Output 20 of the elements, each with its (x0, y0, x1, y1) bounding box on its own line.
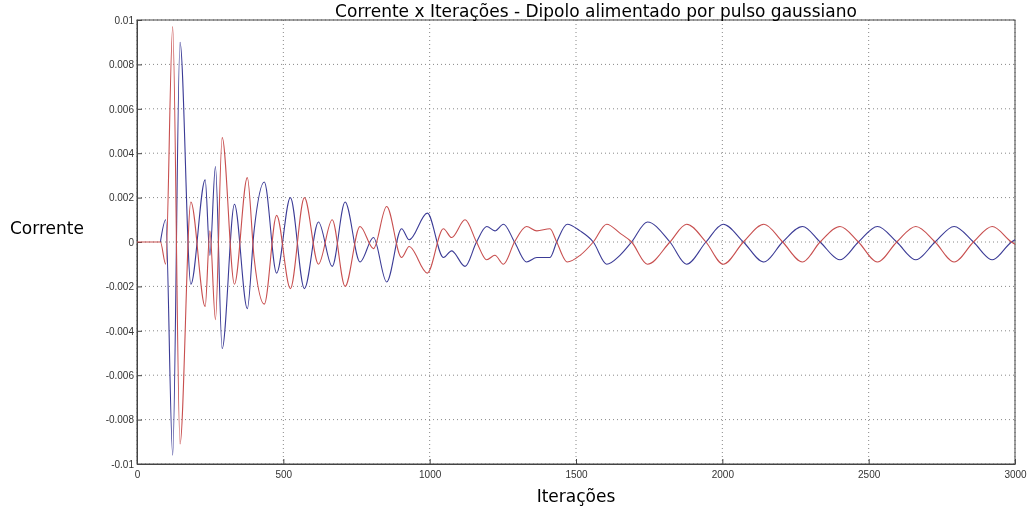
x-axis-title: Iterações (536, 486, 616, 506)
y-tick-label: 0.008 (108, 59, 135, 71)
y-tick-label: 0.006 (108, 103, 135, 115)
x-tick-label: 1500 (565, 469, 589, 480)
x-tick-label: 1000 (419, 469, 442, 480)
y-tick-label: -0.002 (105, 281, 135, 293)
x-tick-label: 500 (275, 469, 293, 480)
y-tick-label: 0.004 (108, 147, 135, 159)
y-tick-label: -0.004 (105, 325, 135, 337)
x-tick-label: 2000 (711, 469, 735, 480)
x-tick-label: 3000 (1004, 469, 1027, 480)
y-tick-label: 0.01 (114, 14, 135, 26)
chart-title: Corrente x Iterações - Dipolo alimentado por pulso gaussiano (335, 1, 857, 21)
y-tick-label: -0.006 (105, 369, 135, 381)
y-tick-label: 0.002 (108, 192, 135, 204)
x-tick-label: 2500 (858, 469, 881, 480)
y-tick-label: 0 (128, 236, 135, 248)
y-tick-label: -0.008 (105, 414, 135, 426)
y-tick-label: -0.01 (111, 458, 135, 470)
y-axis-title: Corrente (10, 218, 84, 238)
